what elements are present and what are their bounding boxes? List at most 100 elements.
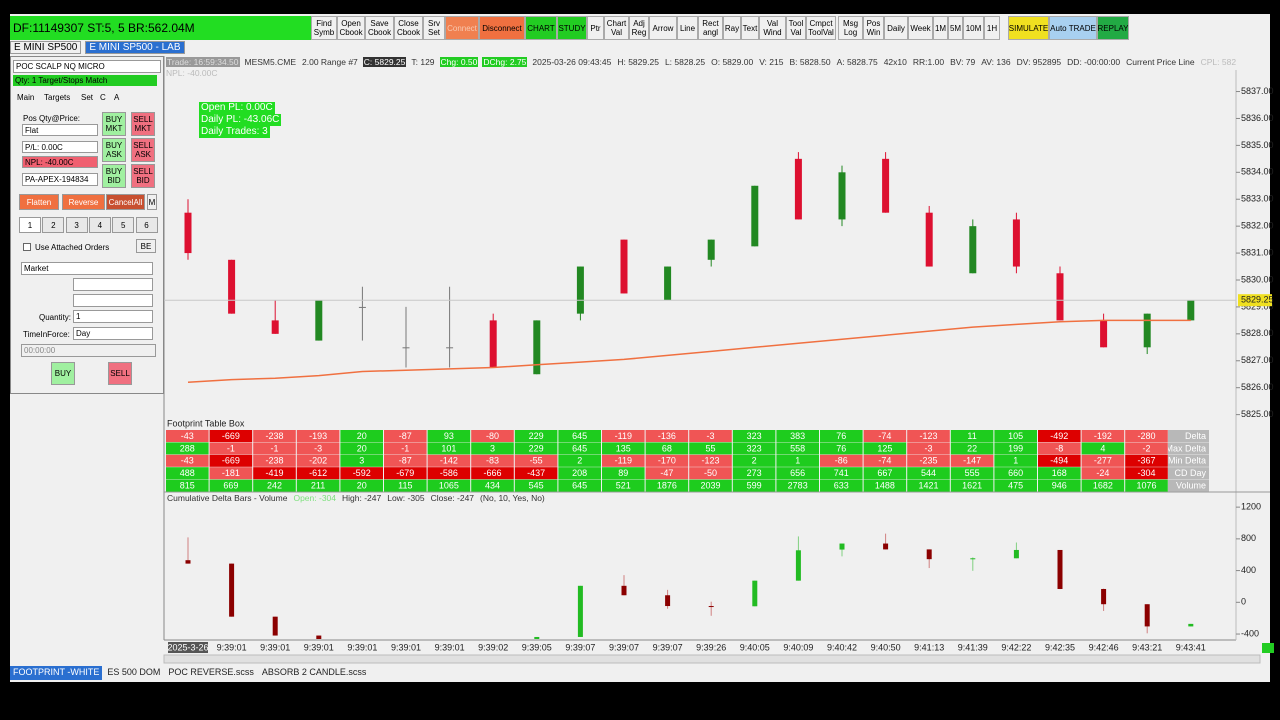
be-button[interactable]: BE [136,239,156,253]
toolbar-button[interactable]: Ptr [587,16,604,40]
panel-tab[interactable]: A [114,93,120,102]
reverse[interactable]: Reverse [62,194,105,210]
toolbar-button[interactable]: 5M [948,16,963,40]
cell-bg [994,454,1037,467]
account-select[interactable]: PA-APEX-194834 [22,173,98,186]
buy-mkt[interactable]: BUY MKT [102,112,126,136]
order-type[interactable]: Market [21,262,153,275]
cell-bg [732,467,776,480]
strategy-select[interactable]: POC SCALP NQ MICRO [13,60,161,73]
toolbar-button[interactable]: Close Cbook [394,16,423,40]
qty-preset[interactable]: 1 [19,217,41,233]
buy-bid[interactable]: BUY BID [102,164,126,188]
toolbar-button[interactable]: Tool Val [786,16,806,40]
cell: 1621 [962,480,982,490]
bottom-tab[interactable]: ABSORB 2 CANDLE.scss [258,666,370,680]
panel-tab[interactable]: Main [17,93,35,102]
bottom-tab[interactable]: ES 500 DOM [104,666,164,680]
tif[interactable]: Day [73,327,153,340]
toolbar-button[interactable]: 1H [984,16,1000,40]
panel-tab[interactable]: C [100,93,106,102]
toolbar-button[interactable]: Text [741,16,759,40]
cell-bg [863,430,907,442]
buy[interactable]: BUY [51,362,75,385]
toolbar-button[interactable]: Save Cbook [365,16,394,40]
toolbar-button[interactable]: Chart Val [604,16,629,40]
toolbar-button[interactable]: Msg Log [838,16,863,40]
m-button[interactable]: M [147,194,157,210]
cell-bg [689,442,732,455]
toolbar-button[interactable]: 1M [933,16,948,40]
toolbar-button[interactable]: Rect angl [698,16,723,40]
toolbar-button[interactable]: Open Cbook [337,16,365,40]
scroll-button[interactable] [1262,643,1274,653]
bottom-tab[interactable]: POC REVERSE.scss [165,666,257,680]
toolbar-button[interactable]: 10M [963,16,984,40]
price-pane [184,152,1195,384]
scrollbar[interactable] [163,654,1261,664]
toolbar-button[interactable]: Disconnect [479,16,525,40]
toolbar-button[interactable]: Srv Set [423,16,445,40]
toolbar-button[interactable]: REPLAY [1097,16,1129,40]
cell: 544 [921,468,936,478]
toolbar-button[interactable]: Arrow [649,16,677,40]
toolbar-button[interactable]: Adj Reg [629,16,649,40]
cell-bg [340,479,383,492]
sell-ask[interactable]: SELL ASK [131,138,155,162]
time[interactable]: 00:00:00 [21,344,156,357]
cell: 1 [1013,456,1018,466]
cell: 211 [311,480,325,490]
cell-bg [253,454,296,467]
tab[interactable]: E MINI SP500 - LAB [85,41,185,54]
qty-preset[interactable]: 4 [88,217,111,233]
cell: 11 [967,431,976,441]
panel-tab[interactable]: Targets [44,93,71,102]
cd-bar [1144,604,1150,627]
qty-preset[interactable]: 5 [112,217,135,233]
tab[interactable]: E MINI SP500 [10,41,82,54]
cell: -3 [706,431,714,441]
flatten[interactable]: Flatten [19,194,59,210]
cell-bg [558,479,601,492]
cell-bg [1125,454,1168,467]
toolbar-button[interactable]: Pos Win [863,16,884,40]
toolbar-button[interactable]: Auto TRADE [1049,16,1097,40]
sell-mkt[interactable]: SELL MKT [131,112,155,136]
toolbar-button[interactable]: STUDY [557,16,587,40]
cell: -119 [615,431,632,441]
toolbar-button[interactable]: Daily [884,16,908,40]
cd-pane [185,533,1194,639]
toolbar-button[interactable]: Find Symb [311,16,337,40]
cell-bg [558,442,601,455]
sell-bid[interactable]: SELL BID [131,164,155,188]
sell[interactable]: SELL [108,362,132,385]
toolbar-button[interactable]: Week [908,16,933,40]
cell: 946 [1052,480,1067,490]
qty-preset[interactable]: 2 [42,217,65,233]
quantity[interactable]: 1 [73,310,153,323]
y-tick-label: 5831.00 [1241,247,1274,257]
select[interactable] [73,278,153,291]
toolbar-button[interactable]: Val Wind [759,16,786,40]
buy-ask[interactable]: BUY ASK [102,138,126,162]
toolbar: DF:11149307 ST:5, 5 BR:562.04M Find Symb… [10,16,1129,40]
toolbar-button[interactable]: Connect [445,16,479,40]
header-field: DD: -00:00:00 [1067,57,1121,67]
toolbar-button[interactable]: CHART [525,16,557,40]
cell: 383 [790,431,805,441]
cell-bg [471,467,514,480]
select[interactable] [73,294,153,307]
toolbar-button[interactable]: Cmpct ToolVal [806,16,836,40]
toolbar-button[interactable]: Ray [723,16,741,40]
qty-preset[interactable]: 6 [135,217,158,233]
cancel-all[interactable]: CancelAll [106,194,145,210]
bottom-tab[interactable]: FOOTPRINT -WHITE [10,666,103,680]
cell-bg [253,479,296,492]
cell: 1 [795,456,800,466]
checkbox[interactable] [23,243,31,251]
panel-tab[interactable]: Set [81,93,94,102]
qty-preset[interactable]: 3 [65,217,88,233]
toolbar-button[interactable]: SIMULATE [1008,16,1049,40]
toolbar-button[interactable]: Line [677,16,698,40]
cell-bg [602,479,645,492]
